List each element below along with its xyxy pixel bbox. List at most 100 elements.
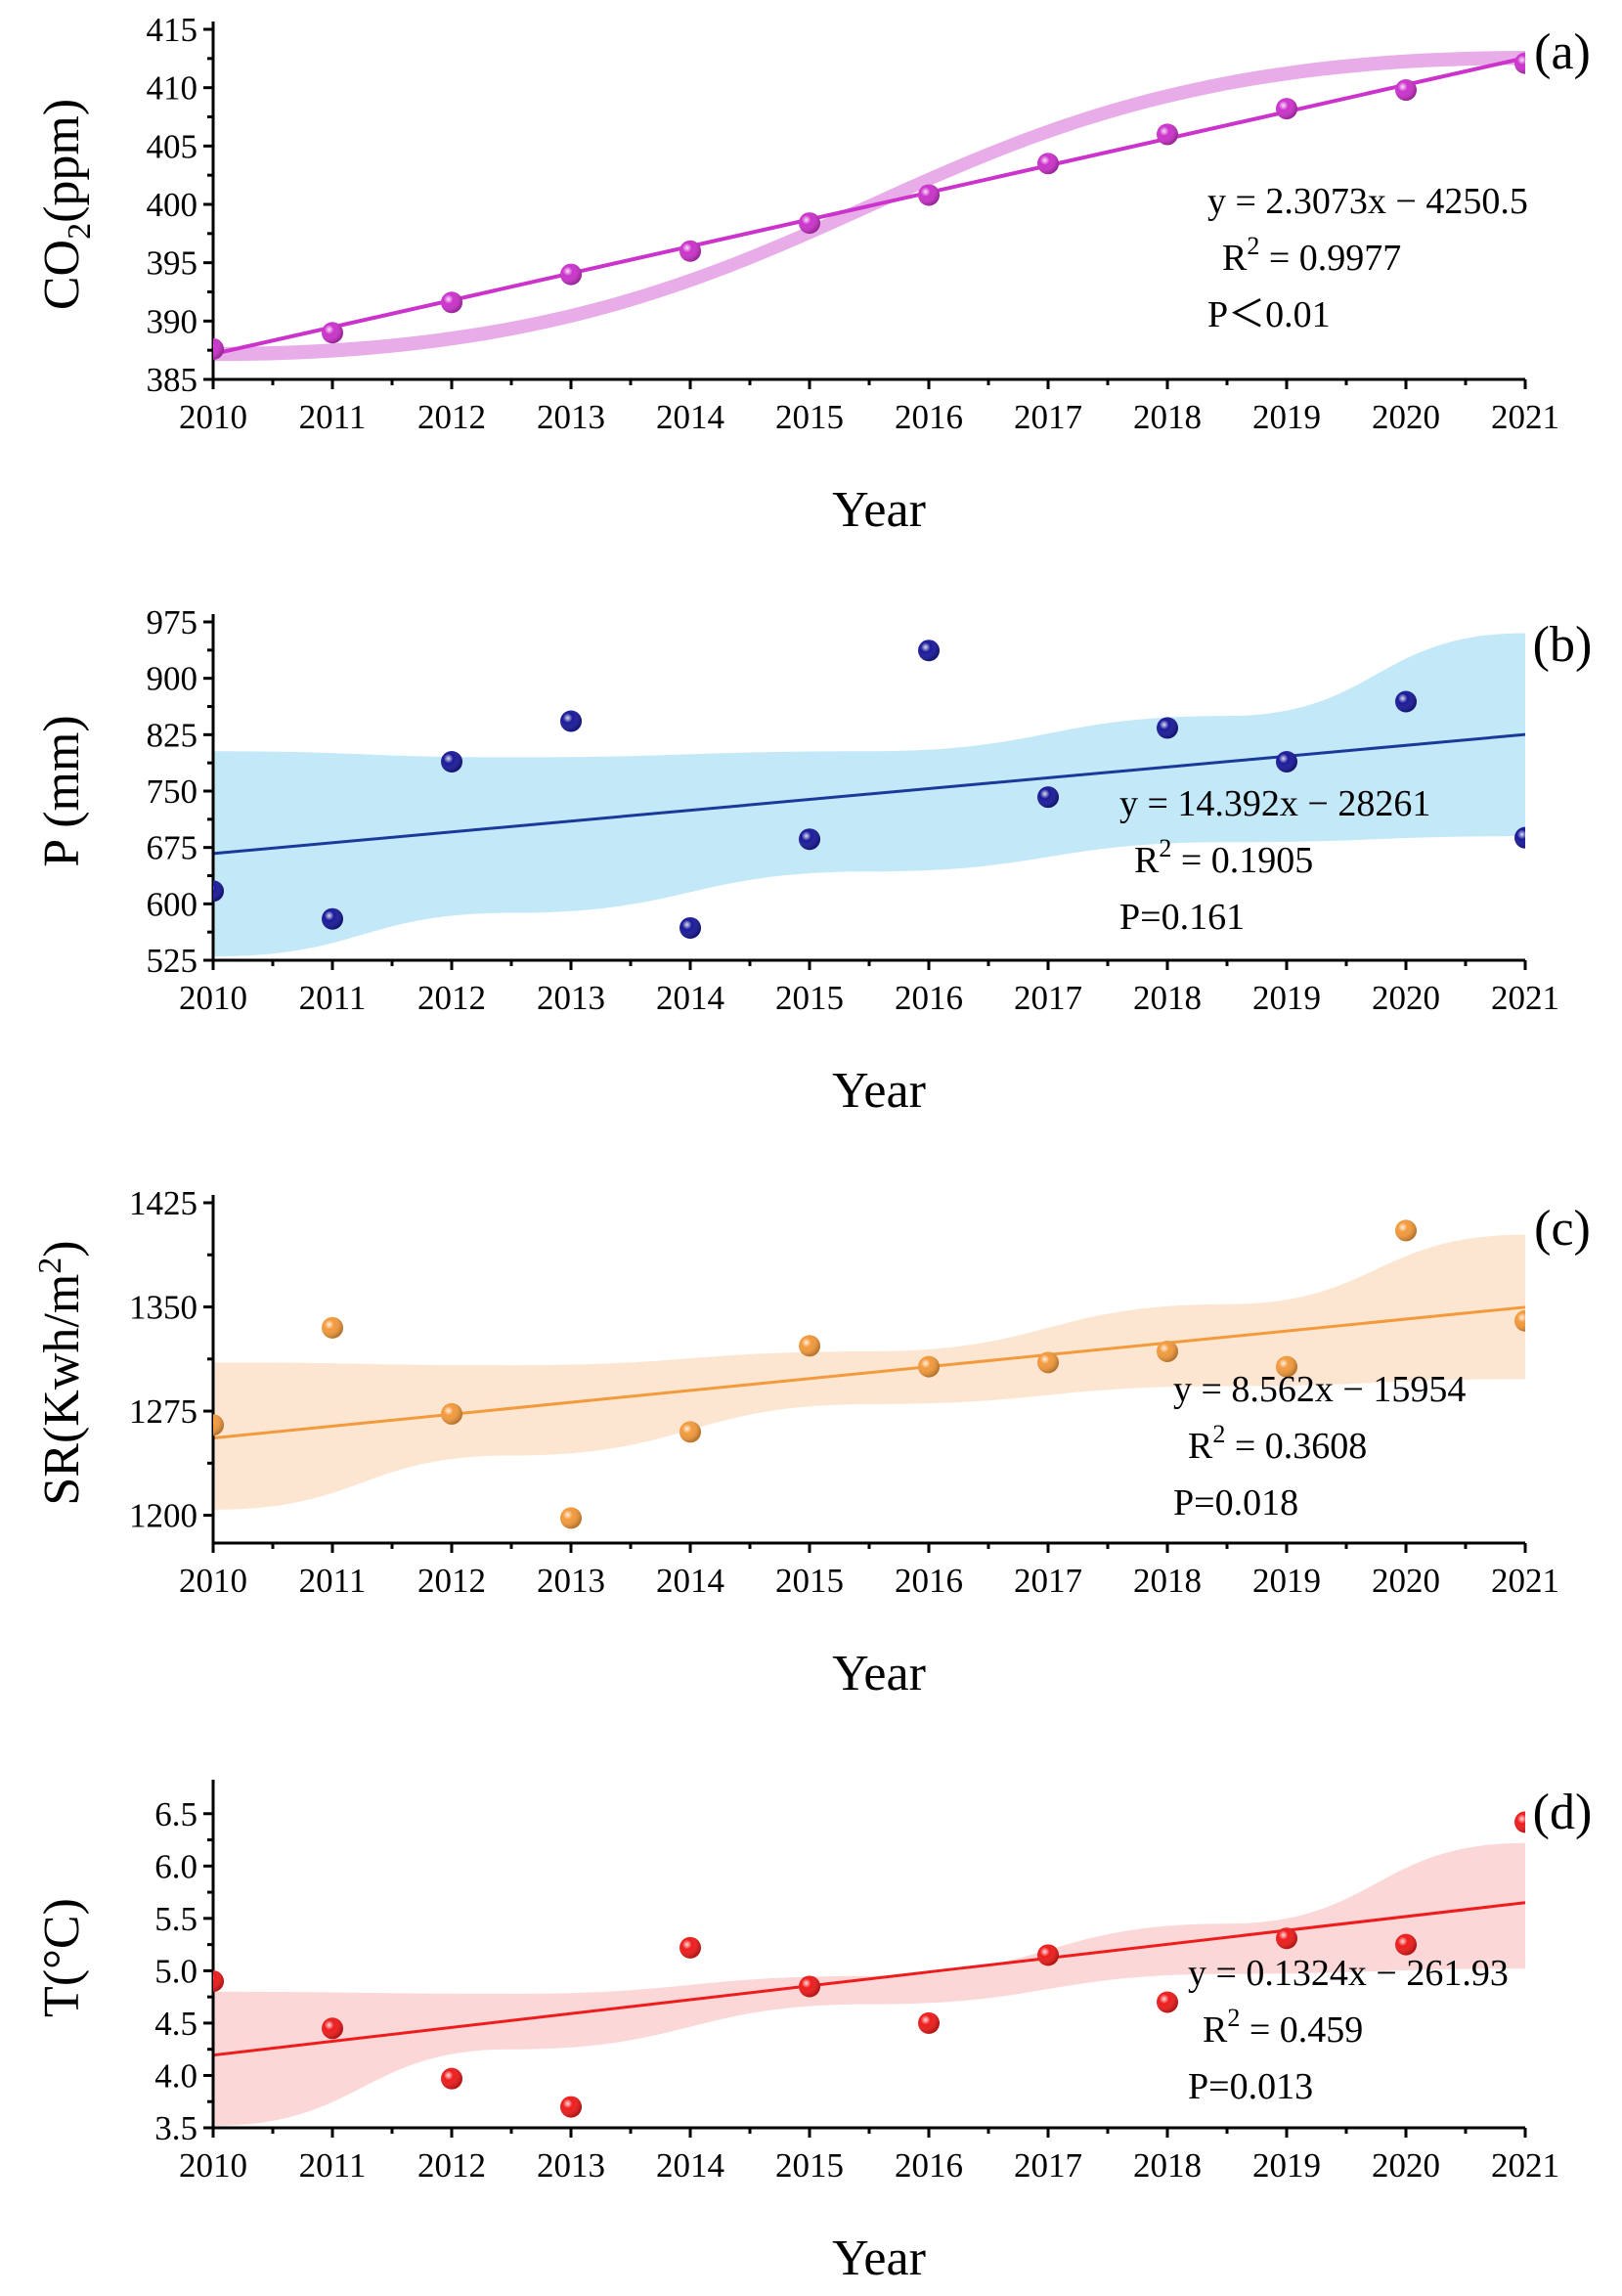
x-tick-label: 2017 — [1014, 2146, 1082, 2185]
x-axis-title: Year — [832, 1063, 926, 1119]
x-tick-label: 2021 — [1491, 398, 1559, 436]
data-point-shine — [1514, 1309, 1525, 1332]
points-group — [213, 52, 1525, 360]
y-tick-label: 415 — [147, 11, 198, 49]
x-tick-label: 2017 — [1014, 1562, 1082, 1600]
r-squared: R2 = 0.3608 — [1188, 1420, 1367, 1467]
x-axis-title: Year — [832, 2230, 926, 2286]
y-axis-title: T(°C) — [34, 1898, 90, 2017]
data-point-shine — [679, 1421, 701, 1443]
fit-equation: y = 14.392x − 28261 — [1119, 783, 1430, 824]
y-tick-label: 1200 — [129, 1497, 197, 1535]
chart-panel-1: 2010 2011 2012 2013 2014 2015 2016 2017 2018 2019… — [34, 603, 1592, 1119]
x-tick-label: 2019 — [1252, 2146, 1321, 2185]
data-point-shine — [799, 1335, 820, 1357]
y-tick-label: 395 — [147, 244, 198, 283]
y-axis-title: CO2(ppm) — [34, 99, 98, 310]
y-axis-title: SR(Kwh/m2) — [32, 1240, 90, 1505]
data-point-shine — [441, 1402, 462, 1425]
data-point-shine — [918, 640, 940, 662]
x-tick-label: 2021 — [1491, 979, 1559, 1017]
data-point-shine — [918, 184, 940, 206]
y-tick-label: 975 — [147, 603, 198, 641]
fit-equation: y = 8.562x − 15954 — [1173, 1369, 1466, 1410]
data-point-shine — [1514, 826, 1525, 849]
data-point-shine — [1276, 98, 1297, 120]
data-point-shine — [1037, 786, 1059, 809]
x-tick-label: 2013 — [537, 1562, 605, 1600]
y-tick-label: 900 — [147, 660, 198, 698]
data-point-shine — [213, 1970, 224, 1993]
x-tick-label: 2012 — [417, 398, 486, 436]
x-tick-label: 2014 — [656, 2146, 724, 2185]
data-point-shine — [213, 1414, 224, 1436]
x-tick-label: 2016 — [895, 1562, 963, 1600]
data-point-shine — [1157, 1340, 1178, 1362]
fit-equation: y = 0.1324x − 261.93 — [1188, 1953, 1509, 1994]
points-group — [213, 1811, 1525, 2118]
y-tick-label: 1275 — [129, 1392, 197, 1431]
confidence-band — [213, 1842, 1525, 2126]
p-value: P=0.018 — [1173, 1482, 1298, 1523]
data-point-shine — [1037, 1351, 1059, 1374]
data-point-shine — [1514, 52, 1525, 74]
fit-line — [212, 1305, 1526, 1440]
x-tick-label: 2021 — [1491, 1562, 1559, 1600]
x-tick-label: 2011 — [299, 1562, 367, 1600]
y-tick-label: 5.5 — [154, 1900, 197, 1938]
data-point-shine — [799, 828, 820, 851]
y-tick-label: 410 — [147, 69, 198, 108]
x-tick-label: 2019 — [1252, 398, 1321, 436]
x-tick-label: 2020 — [1372, 1562, 1440, 1600]
data-point-shine — [213, 337, 224, 360]
data-point-shine — [322, 907, 343, 930]
data-point-shine — [1037, 153, 1059, 175]
y-tick-label: 6.5 — [154, 1795, 197, 1833]
x-tick-label: 2012 — [417, 979, 486, 1017]
x-tick-label: 2010 — [179, 979, 247, 1017]
data-point-shine — [1276, 1355, 1297, 1378]
x-tick-label: 2020 — [1372, 398, 1440, 436]
y-tick-label: 3.5 — [154, 2109, 197, 2147]
panel-label: (d) — [1533, 1785, 1593, 1840]
y-axis-title: P (mm) — [34, 715, 90, 867]
data-point-shine — [1395, 1933, 1417, 1956]
data-point-shine — [679, 240, 701, 262]
y-tick-label: 4.5 — [154, 2005, 197, 2043]
data-point-shine — [1395, 1219, 1417, 1242]
data-point-shine — [918, 2011, 940, 2034]
r-squared: R2 = 0.1905 — [1134, 834, 1313, 881]
x-tick-label: 2010 — [179, 1562, 247, 1600]
x-tick-label: 2021 — [1491, 2146, 1559, 2185]
x-tick-label: 2016 — [895, 979, 963, 1017]
data-point-shine — [1514, 1811, 1525, 1833]
x-tick-label: 2016 — [895, 2146, 963, 2185]
data-point-shine — [799, 212, 820, 235]
data-point-shine — [1157, 717, 1178, 739]
x-tick-label: 2018 — [1133, 2146, 1202, 2185]
x-tick-label: 2015 — [775, 1562, 844, 1600]
y-tick-label: 1425 — [129, 1184, 197, 1222]
y-tick-label: 825 — [147, 716, 198, 754]
data-point-shine — [1395, 690, 1417, 713]
x-tick-label: 2010 — [179, 398, 247, 436]
x-tick-label: 2014 — [656, 979, 724, 1017]
data-point-shine — [560, 2096, 582, 2118]
data-point-shine — [918, 1355, 940, 1378]
x-tick-label: 2010 — [179, 2146, 247, 2185]
p-value: P＜0.01 — [1207, 294, 1331, 335]
y-tick-label: 4.0 — [154, 2056, 197, 2095]
data-point-shine — [560, 710, 582, 732]
data-point-shine — [322, 2017, 343, 2040]
y-tick-label: 390 — [147, 302, 198, 340]
panel-label: (b) — [1533, 617, 1593, 673]
x-tick-label: 2019 — [1252, 1562, 1321, 1600]
x-tick-label: 2011 — [299, 2146, 367, 2185]
y-tick-label: 400 — [147, 186, 198, 224]
data-point-shine — [679, 1936, 701, 1959]
y-tick-label: 1350 — [129, 1289, 197, 1327]
fit-line — [212, 1901, 1526, 2057]
x-tick-label: 2017 — [1014, 979, 1082, 1017]
data-point-shine — [560, 263, 582, 286]
x-tick-label: 2016 — [895, 398, 963, 436]
